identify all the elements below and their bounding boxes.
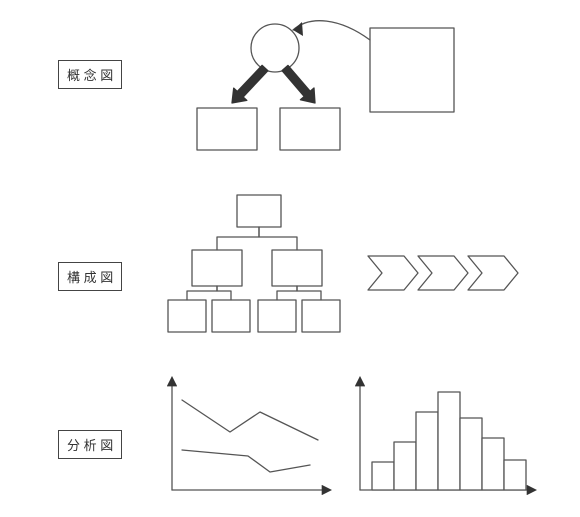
diagram-canvas	[0, 0, 580, 517]
diagram-page: 概 念 図 構 成 図 分 析 図	[0, 0, 580, 517]
